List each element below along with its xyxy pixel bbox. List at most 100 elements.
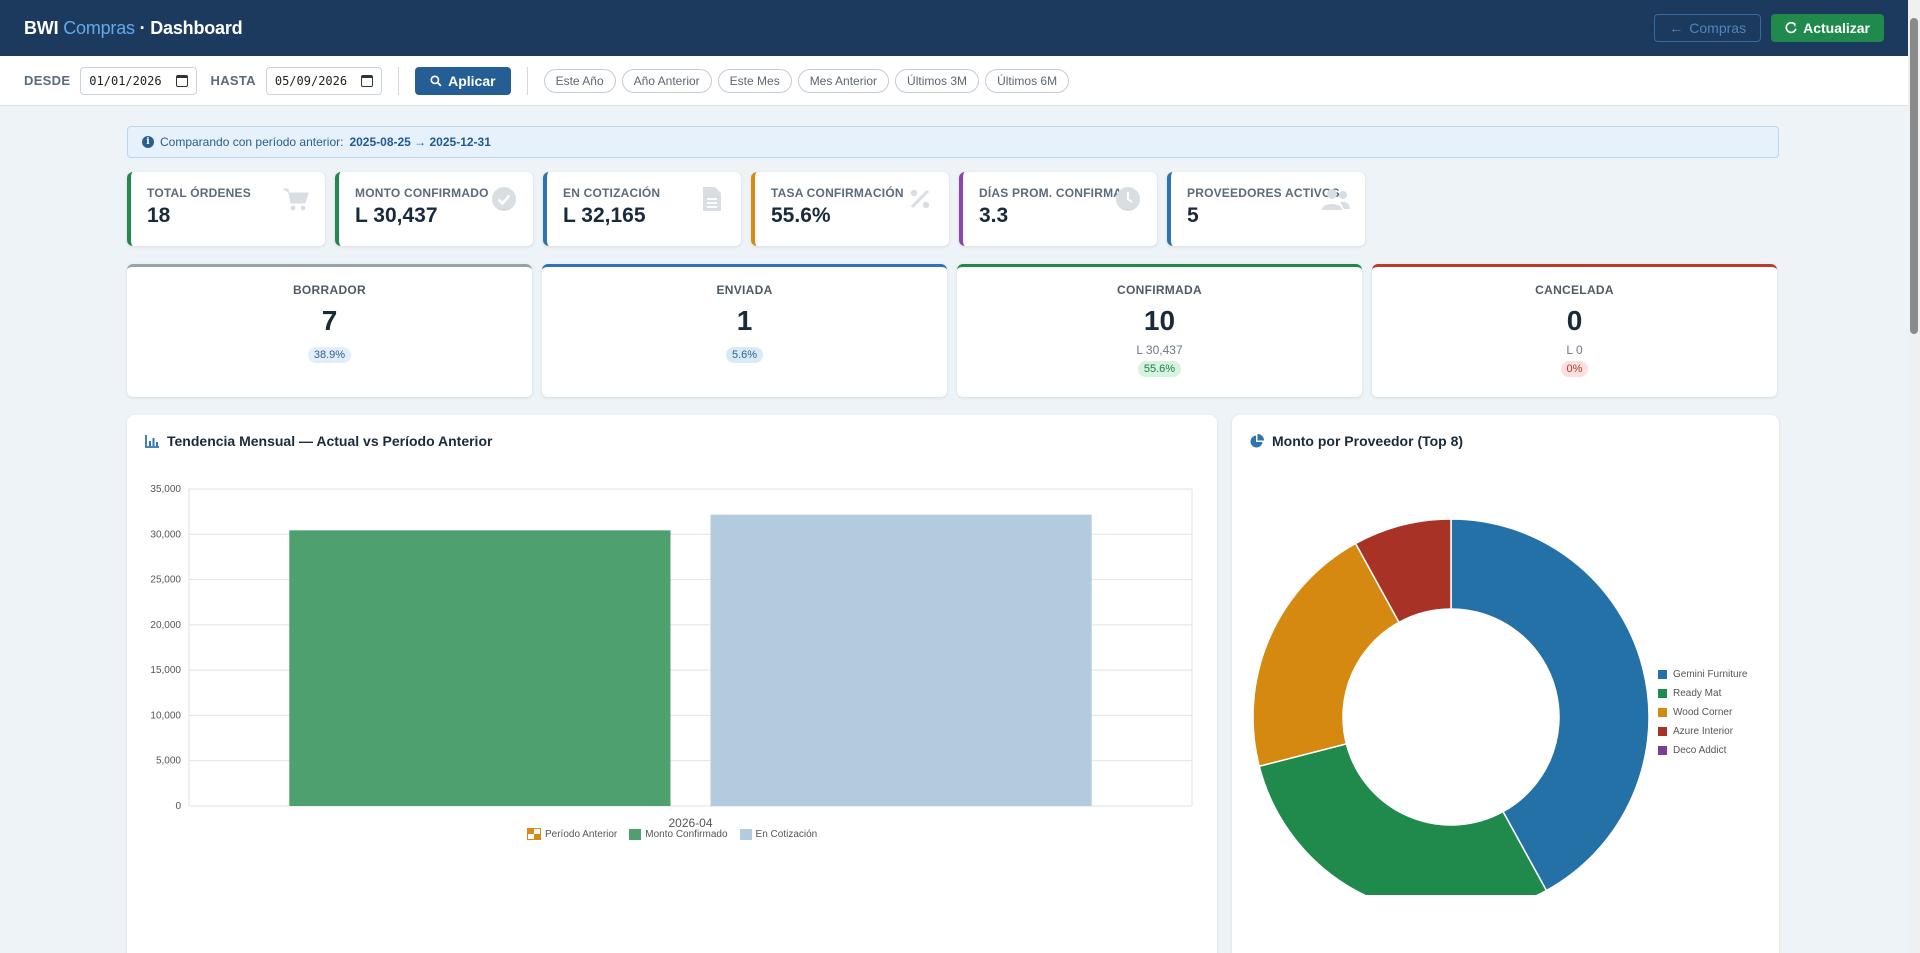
divider <box>526 66 528 95</box>
brand-suffix: · Dashboard <box>139 17 243 38</box>
kpi-card-dias-prom-confirmar: DÍAS PROM. CONFIRMAR 3.3 <box>959 172 1157 246</box>
to-date-input[interactable]: 05/09/2026 <box>265 66 383 95</box>
kpi-card-tasa-confirmacion: TASA CONFIRMACIÓN 55.6% <box>751 172 949 246</box>
legend-label: Wood Corner <box>1673 707 1733 718</box>
status-count: 1 <box>736 305 753 336</box>
preset-mes-anterior[interactable]: Mes Anterior <box>797 68 890 93</box>
kpi-label: EN COTIZACIÓN <box>563 186 661 200</box>
kpi-label: PROVEEDORES ACTIVOS <box>1187 186 1340 200</box>
preset-este-ano[interactable]: Este Año <box>543 68 616 93</box>
check-circle-icon <box>489 184 519 214</box>
status-percent-badge: 5.6% <box>725 347 764 363</box>
calendar-icon[interactable] <box>175 74 188 87</box>
slice-gemini-furniture[interactable] <box>1450 518 1650 892</box>
legend-label: Deco Addict <box>1673 745 1727 756</box>
status-label: BORRADOR <box>292 283 367 297</box>
chart-bar-icon <box>145 434 159 448</box>
legend-item-deco-addict[interactable]: Deco Addict <box>1658 745 1747 756</box>
kpi-card-total-ordenes: TOTAL ÓRDENES 18 <box>127 172 325 246</box>
status-percent-badge: 55.6% <box>1137 361 1182 377</box>
pie-chart-title: Monto por Proveedor (Top 8) <box>1250 433 1463 449</box>
info-icon: i <box>142 136 154 148</box>
from-date-input[interactable]: 01/01/2026 <box>80 66 197 95</box>
refresh-button[interactable]: Actualizar <box>1771 14 1884 42</box>
kpi-label: DÍAS PROM. CONFIRMAR <box>979 186 1131 200</box>
y-tick-label: 15,000 <box>150 665 181 676</box>
kpi-card-en-cotizacion: EN COTIZACIÓN L 32,165 <box>543 172 741 246</box>
scrollbar-thumb[interactable] <box>1910 18 1918 334</box>
apply-button[interactable]: Aplicar <box>415 66 511 95</box>
legend-label: Azure Interior <box>1673 726 1734 737</box>
y-tick-label: 30,000 <box>150 529 181 540</box>
kpi-card-proveedores-activos: PROVEEDORES ACTIVOS 5 <box>1167 172 1365 246</box>
brand-main: BWI <box>24 17 59 38</box>
brand-accent: Compras <box>63 17 135 38</box>
status-card-enviada: ENVIADA 1 5.6% <box>542 264 947 397</box>
legend-item-en-cotizacion[interactable]: En Cotización <box>739 828 818 840</box>
apply-label: Aplicar <box>448 72 496 89</box>
pie-chart-icon <box>1250 434 1264 448</box>
status-row: BORRADOR 7 38.9% ENVIADA 1 5.6% CONFIRMA… <box>127 264 1777 397</box>
legend-label: En Cotización <box>755 828 818 840</box>
legend-item-wood-corner[interactable]: Wood Corner <box>1658 707 1747 718</box>
legend-label: Gemini Furniture <box>1673 669 1748 680</box>
app-title: BWI Compras · Dashboard <box>24 17 243 39</box>
y-tick-label: 0 <box>175 801 181 812</box>
percent-icon <box>905 184 935 214</box>
trend-chart-title: Tendencia Mensual — Actual vs Período An… <box>145 433 492 449</box>
comparison-range: 2025-08-25 → 2025-12-31 <box>349 135 491 149</box>
kpi-label: MONTO CONFIRMADO <box>355 186 489 200</box>
preset-ano-anterior[interactable]: Año Anterior <box>621 68 712 93</box>
kpi-value: L 32,165 <box>563 204 646 227</box>
legend-item-gemini-furniture[interactable]: Gemini Furniture <box>1658 669 1747 680</box>
kpi-row: TOTAL ÓRDENES 18 MONTO CONFIRMADO L 30,4… <box>127 172 1365 246</box>
legend-label: Monto Confirmado <box>645 828 728 840</box>
legend-item-ready-mat[interactable]: Ready Mat <box>1658 688 1747 699</box>
status-percent-badge: 38.9% <box>307 347 352 363</box>
slice-ready-mat[interactable] <box>1258 742 1548 895</box>
trend-chart: 0 5,000 10,000 15,000 20,000 25,000 30,000 35,0… <box>150 484 1193 830</box>
status-card-confirmada: CONFIRMADA 10 L 30,437 55.6% <box>957 264 1362 397</box>
from-date-value: 01/01/2026 <box>89 73 162 88</box>
trend-legend: Período Anterior Monto Confirmado En Cot… <box>527 828 817 840</box>
status-percent-badge: 0% <box>1560 361 1589 377</box>
trend-title-text: Tendencia Mensual — Actual vs Período An… <box>167 433 493 449</box>
pie-title-text: Monto por Proveedor (Top 8) <box>1272 433 1464 449</box>
legend-swatch <box>527 828 541 840</box>
legend-item-monto-confirmado[interactable]: Monto Confirmado <box>629 828 728 840</box>
preset-este-mes[interactable]: Este Mes <box>717 68 792 93</box>
calendar-icon[interactable] <box>361 74 374 87</box>
to-label: HASTA <box>210 73 256 88</box>
legend-item-azure-interior[interactable]: Azure Interior <box>1658 726 1747 737</box>
legend-swatch <box>1658 746 1667 755</box>
trend-chart-panel: Tendencia Mensual — Actual vs Período An… <box>127 415 1217 953</box>
y-tick-label: 35,000 <box>150 484 181 495</box>
legend-item-periodo-anterior[interactable]: Período Anterior <box>527 828 617 840</box>
preset-ultimos-6m[interactable]: Últimos 6M <box>985 68 1070 93</box>
bar-en-cotizaci-n[interactable] <box>710 514 1092 806</box>
kpi-label: TASA CONFIRMACIÓN <box>771 186 904 200</box>
back-to-compras-button[interactable]: ← Compras <box>1654 14 1762 42</box>
kpi-value: L 30,437 <box>355 204 438 227</box>
search-icon <box>430 74 442 87</box>
y-tick-label: 20,000 <box>150 620 181 631</box>
kpi-value: 3.3 <box>979 204 1009 227</box>
legend-swatch <box>629 828 642 840</box>
comparison-info-banner: i Comparando con período anterior: 2025-… <box>127 126 1779 158</box>
legend-swatch <box>1658 708 1667 717</box>
pie-legend: Gemini Furniture Ready Mat Wood Corner Azur… <box>1658 669 1747 756</box>
slice-wood-corner[interactable] <box>1252 542 1400 768</box>
to-date-value: 05/09/2026 <box>274 73 348 88</box>
filter-bar: DESDE 01/01/2026 HASTA 05/09/2026 Aplica… <box>0 56 1908 106</box>
page-scrollbar[interactable] <box>1908 0 1920 953</box>
legend-swatch <box>1658 670 1667 679</box>
y-tick-label: 10,000 <box>150 710 181 721</box>
y-tick-label: 5,000 <box>156 756 181 767</box>
divider <box>398 66 400 95</box>
comparison-prefix: Comparando con período anterior: <box>160 135 344 149</box>
refresh-button-label: Actualizar <box>1803 20 1870 36</box>
slice-azure-interior[interactable] <box>1354 518 1452 624</box>
supplier-pie-panel: Monto por Proveedor (Top 8) Gemini Furni… <box>1232 415 1779 953</box>
preset-ultimos-3m[interactable]: Últimos 3M <box>895 68 980 93</box>
bar-monto-confirmado[interactable] <box>289 530 671 806</box>
